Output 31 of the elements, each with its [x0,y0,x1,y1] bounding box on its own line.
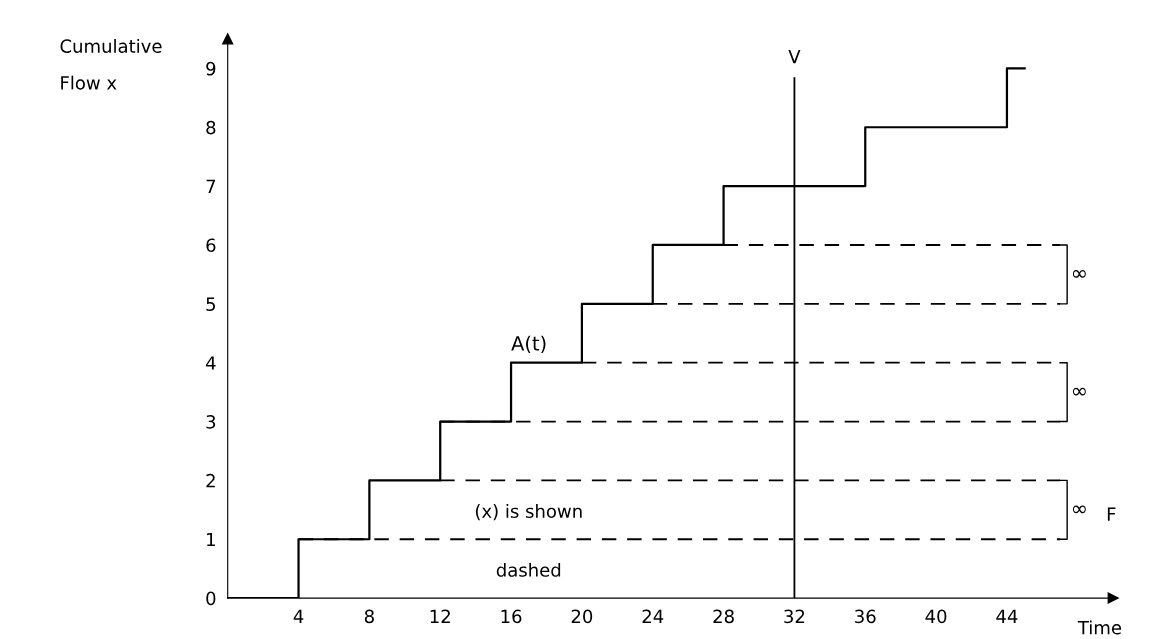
x-tick-label: 4 [293,609,304,623]
annotation: ∞ [1072,505,1086,514]
annotation: F [1107,507,1116,521]
annotation: ∞ [1072,270,1086,278]
y-tick-label: 6 [206,238,216,253]
y-tick-label: 7 [206,179,216,193]
x-tick-label: 24 [642,609,664,623]
x-tick-label: 28 [713,609,734,624]
x-tick-label: 44 [996,609,1018,623]
x-axis-title: Time [1077,620,1122,635]
annotation: (x) is shown [475,504,582,521]
x-tick-label: 36 [855,609,876,624]
y-tick-label: 5 [206,297,216,311]
x-tick-label: 8 [364,609,374,624]
y-tick-label: 0 [206,591,216,606]
x-tick-label: 16 [501,609,522,624]
ref-line-label: V [788,50,801,64]
y-tick-label: 3 [206,415,216,429]
y-tick-label: 4 [205,356,216,370]
text: Cumulative Flow x [60,38,162,90]
x-tick-label: 20 [571,609,593,624]
y-tick-label: 1 [207,532,215,547]
y-tick-label: 9 [206,61,216,76]
annotation: dashed [496,562,561,577]
y-tick-label: 2 [206,473,215,488]
x-tick-label: 40 [925,609,947,624]
y-tick-label: 8 [206,120,216,135]
annotation: ∞ [1072,387,1086,396]
x-tick-label: 12 [430,609,450,623]
annotation: A(t) [511,335,546,353]
x-tick-label: 32 [784,609,805,624]
